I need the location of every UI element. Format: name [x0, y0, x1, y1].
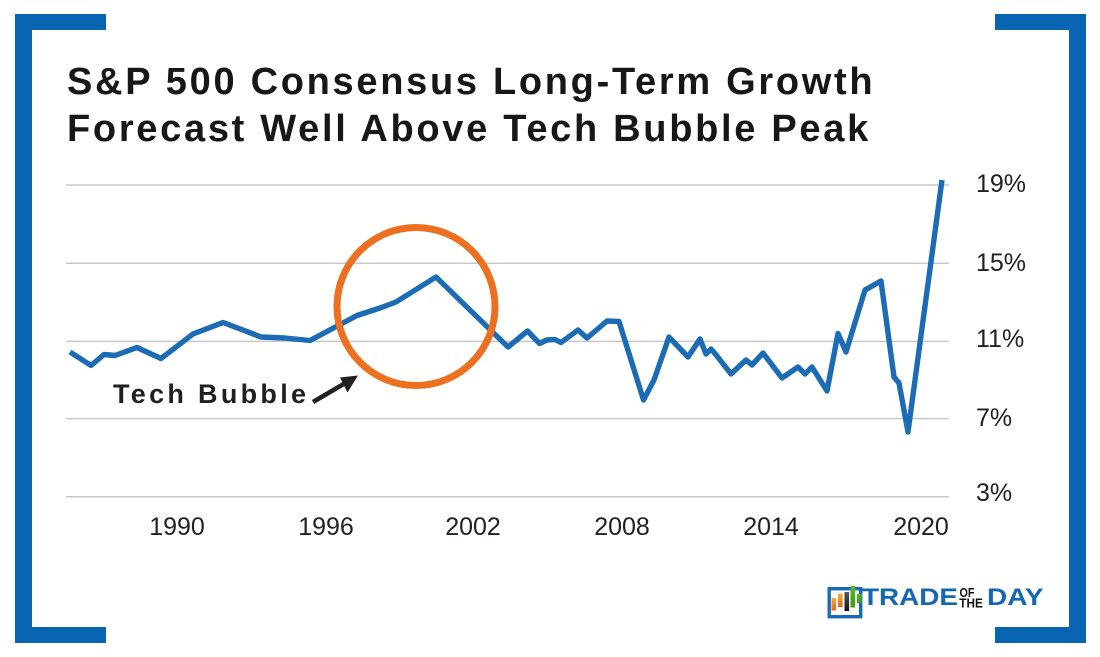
svg-text:TRADE: TRADE	[862, 584, 958, 611]
svg-text:OF: OF	[960, 586, 975, 600]
svg-text:THE: THE	[959, 597, 983, 611]
svg-text:DAY: DAY	[987, 584, 1044, 611]
